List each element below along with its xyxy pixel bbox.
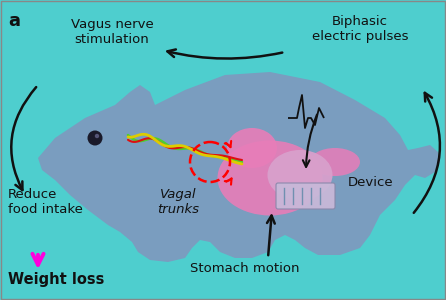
Ellipse shape (268, 150, 333, 200)
Ellipse shape (310, 148, 360, 176)
Text: a: a (8, 12, 20, 30)
Text: Stomach motion: Stomach motion (190, 262, 300, 275)
Circle shape (87, 130, 103, 146)
Text: Device: Device (348, 176, 394, 188)
FancyBboxPatch shape (276, 183, 335, 209)
Polygon shape (38, 72, 440, 262)
Text: Vagal
trunks: Vagal trunks (157, 188, 199, 216)
Ellipse shape (227, 128, 277, 168)
Text: Vagus nerve
stimulation: Vagus nerve stimulation (70, 18, 153, 46)
Text: Biphasic
electric pulses: Biphasic electric pulses (312, 15, 408, 43)
Circle shape (95, 134, 99, 138)
Text: Weight loss: Weight loss (8, 272, 104, 287)
Ellipse shape (218, 140, 322, 215)
Text: Reduce
food intake: Reduce food intake (8, 188, 83, 216)
